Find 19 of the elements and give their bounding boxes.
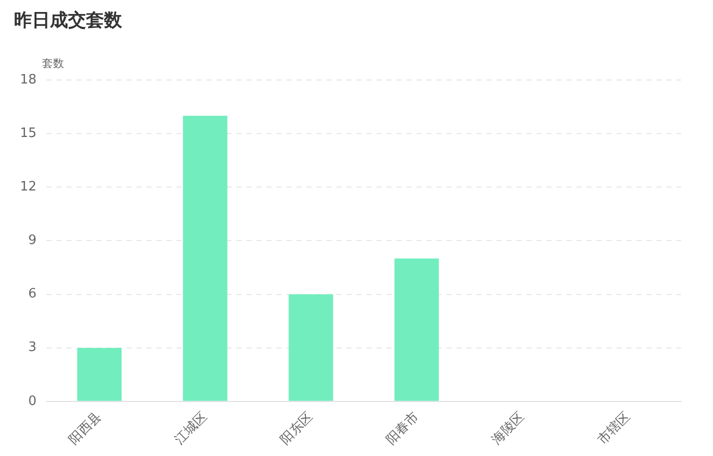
x-tick-label: 江城区: [172, 410, 210, 448]
y-tick-label: 9: [28, 233, 37, 248]
bar: [394, 258, 439, 401]
x-tick-label: 阳东区: [278, 410, 316, 448]
y-tick-label: 18: [20, 72, 37, 88]
chart-title: 昨日成交套数: [14, 9, 122, 32]
y-tick-label: 3: [28, 340, 37, 356]
y-tick-label: 15: [20, 126, 37, 141]
x-tick-label: 海陵区: [489, 410, 528, 448]
x-tick-label: 阳春市: [384, 410, 422, 448]
bar: [288, 294, 334, 401]
y-tick-label: 6: [28, 286, 37, 302]
x-tick-label: 阳西县: [66, 410, 105, 448]
y-axis-title: 套数: [42, 56, 64, 71]
y-tick-label: 12: [20, 180, 37, 195]
y-tick-label: 0: [28, 394, 37, 409]
bar: [77, 348, 122, 401]
x-tick-label: 市辖区: [595, 410, 634, 448]
bar: [182, 116, 228, 401]
